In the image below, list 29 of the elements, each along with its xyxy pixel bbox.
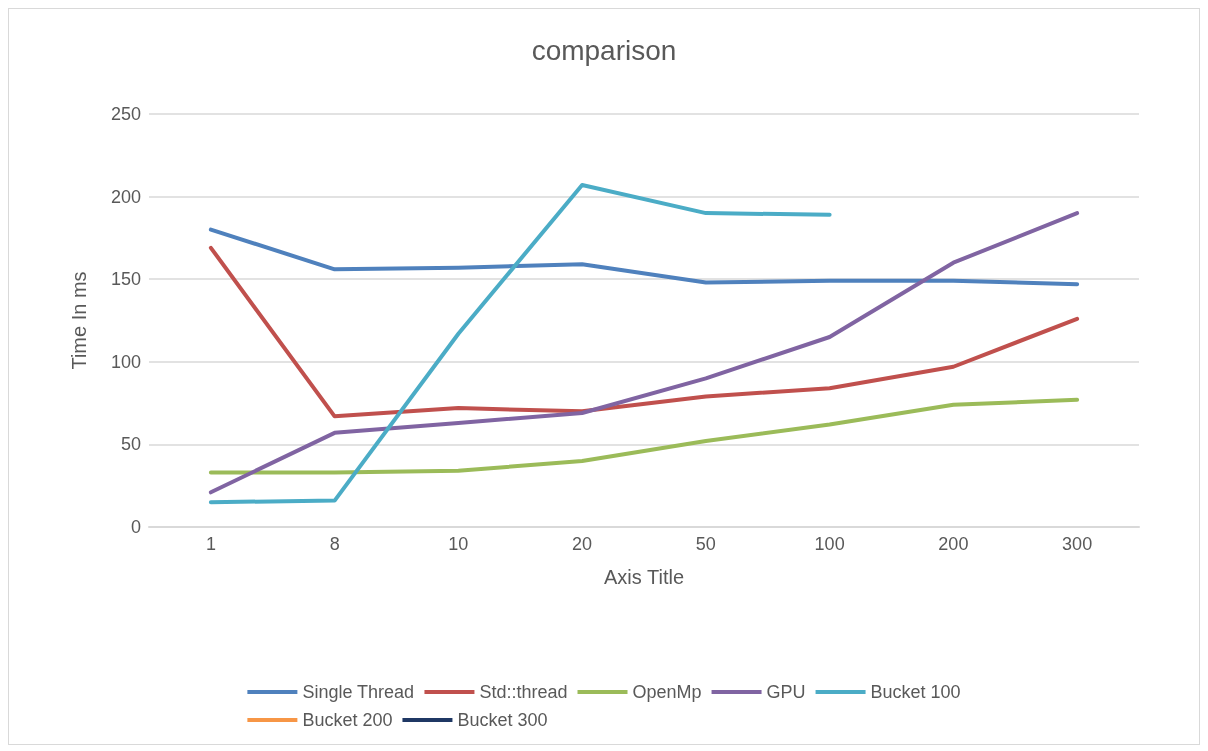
line-series [208, 227, 1080, 287]
y-axis-title: Time In ms [68, 271, 90, 370]
x-tick-label: 200 [938, 534, 969, 554]
legend-label: Std::thread [479, 682, 568, 702]
y-tick-label: 50 [120, 434, 141, 455]
x-tick-label: 50 [695, 534, 716, 554]
y-tick-label: 150 [110, 269, 141, 290]
line-series [208, 211, 1080, 495]
x-tick-label: 8 [329, 534, 340, 554]
chart-title: comparison [531, 34, 677, 66]
x-tick-label: 20 [572, 534, 593, 554]
y-tick-label: 100 [110, 351, 141, 372]
legend-label: Single Thread [302, 682, 415, 702]
legend-label: Bucket 100 [870, 682, 961, 702]
line-series [208, 397, 1080, 475]
legend-label: OpenMp [632, 682, 702, 702]
y-tick-label: 0 [130, 517, 141, 537]
x-axis-title: Axis Title [603, 566, 685, 588]
legend-label: Bucket 200 [302, 710, 393, 730]
y-tick-label: 250 [110, 104, 141, 124]
y-tick-label: 200 [110, 186, 141, 207]
x-tick-label: 100 [814, 534, 845, 554]
x-tick-label: 1 [205, 534, 216, 554]
legend-label: Bucket 300 [457, 710, 548, 730]
line-series [208, 245, 1080, 419]
x-tick-label: 10 [448, 534, 469, 554]
line-series [208, 183, 832, 505]
x-tick-label: 300 [1062, 534, 1093, 554]
legend-label: GPU [766, 682, 806, 702]
